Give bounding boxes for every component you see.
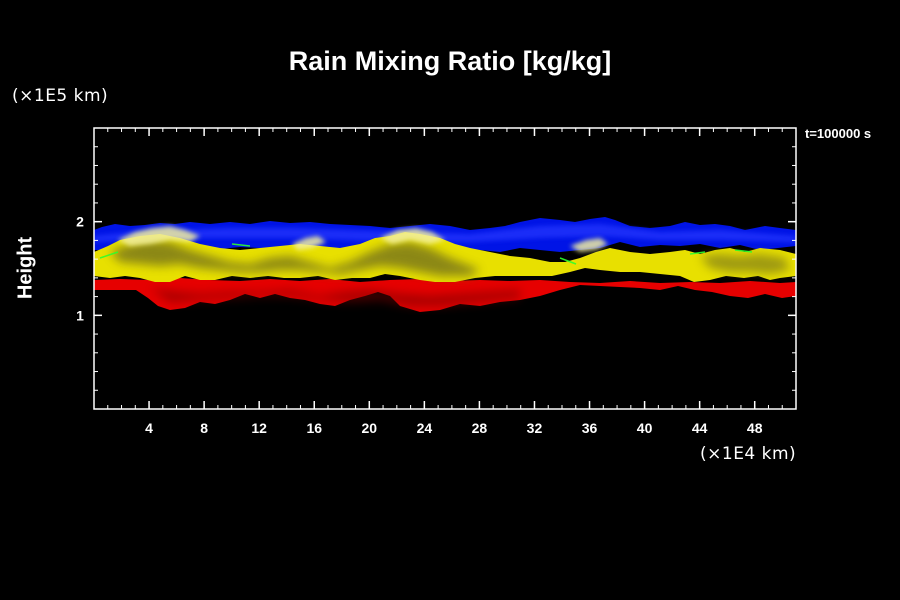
yellow-band-shade-right [700, 254, 790, 274]
x-axis-unit: (×1E4 km) [700, 444, 797, 464]
rain-field [94, 217, 796, 312]
y-tick-label: 1 [76, 307, 84, 323]
yellow-band-shade [110, 240, 480, 276]
red-band-shade [150, 288, 520, 306]
x-tick-label: 36 [582, 420, 598, 436]
x-tick-label: 8 [200, 420, 208, 436]
chart-title: Rain Mixing Ratio [kg/kg] [288, 46, 612, 76]
green-fringe [99, 243, 753, 265]
y-tick-label: 2 [76, 214, 84, 230]
x-tick-label: 4 [145, 420, 153, 436]
y-axis-unit: (×1E5 km) [12, 86, 109, 106]
y-ticks: 12 [76, 214, 796, 323]
x-tick-label: 16 [306, 420, 322, 436]
x-tick-label: 32 [527, 420, 543, 436]
x-tick-label: 20 [362, 420, 378, 436]
x-tick-label: 24 [417, 420, 433, 436]
x-tick-label: 28 [472, 420, 488, 436]
time-label: t=100000 s [805, 126, 872, 141]
cloud-top-highlights [118, 226, 608, 252]
x-tick-label: 12 [251, 420, 267, 436]
x-tick-label: 40 [637, 420, 653, 436]
x-tick-label: 48 [747, 420, 763, 436]
x-ticks: 4 8 12 16 20 24 28 32 36 40 44 48 [145, 128, 763, 436]
x-tick-label: 44 [692, 420, 708, 436]
plot-frame [93, 127, 797, 410]
blue-band-edge [94, 224, 796, 242]
